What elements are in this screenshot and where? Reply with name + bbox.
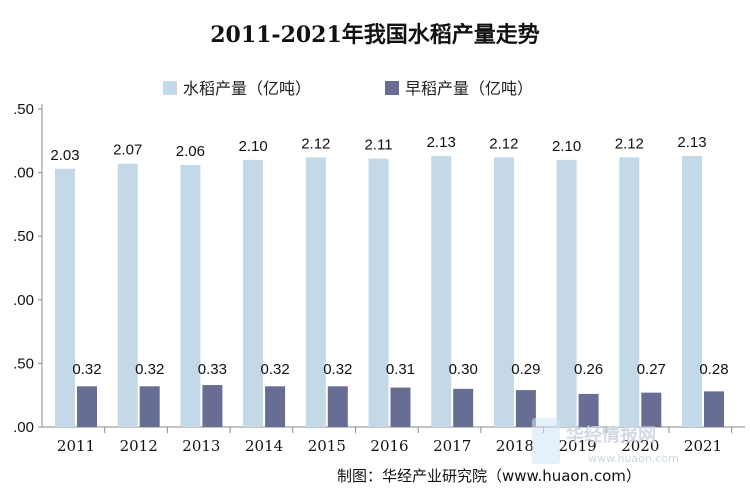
bar-rice-2020 <box>619 157 640 427</box>
data-label-early-rice-2019: 0.26 <box>574 361 603 378</box>
data-label-rice-2015: 2.12 <box>301 135 330 152</box>
bar-early-rice-2018 <box>515 390 536 427</box>
data-label-early-rice-2020: 0.27 <box>637 361 666 378</box>
bar-early-rice-2011 <box>77 386 97 427</box>
bar-early-rice-2012 <box>139 386 160 427</box>
x-tick-label-2020: 2020 <box>621 437 659 455</box>
x-tick-label-2011: 2011 <box>57 437 95 455</box>
data-label-rice-2020: 2.12 <box>615 135 644 152</box>
legend-label-2: 早稻产量（亿吨） <box>405 79 533 98</box>
data-label-early-rice-2012: 0.32 <box>135 361 164 378</box>
data-label-rice-2014: 2.10 <box>238 138 267 155</box>
data-label-rice-2012: 2.07 <box>113 142 142 159</box>
data-label-rice-2011: 2.03 <box>50 147 79 164</box>
data-label-rice-2021: 2.13 <box>677 134 706 151</box>
bar-rice-2013 <box>180 164 201 427</box>
bar-early-rice-2020 <box>641 392 662 427</box>
bar-rice-2016 <box>368 158 389 427</box>
bar-rice-2017 <box>431 156 452 427</box>
x-tick-label-2013: 2013 <box>182 437 220 455</box>
y-tick-label: .50 <box>13 228 34 245</box>
x-tick-label-2016: 2016 <box>370 437 408 455</box>
bar-early-rice-2014 <box>265 386 286 427</box>
legend-swatch-1 <box>163 81 177 95</box>
x-tick-label-2021: 2021 <box>684 437 722 455</box>
bar-early-rice-2013 <box>202 385 223 427</box>
y-tick-label: .50 <box>13 101 34 118</box>
source-note: 制图：华经产业研究院（www.huaon.com） <box>337 467 641 485</box>
legend-label-1: 水稻产量（亿吨） <box>183 79 311 98</box>
watermark-name: 华经情报网 <box>566 424 656 446</box>
data-label-early-rice-2021: 0.28 <box>699 361 728 378</box>
bar-early-rice-2015 <box>327 386 348 427</box>
data-label-early-rice-2011: 0.32 <box>72 361 101 378</box>
bar-rice-2015 <box>305 157 326 427</box>
data-label-early-rice-2018: 0.29 <box>511 361 540 378</box>
bar-rice-2012 <box>117 163 138 428</box>
watermark-logo-mark <box>532 418 560 464</box>
x-tick-label-2018: 2018 <box>496 437 534 455</box>
x-tick-label-2012: 2012 <box>120 437 158 455</box>
bar-early-rice-2017 <box>453 388 474 427</box>
bar-rice-2014 <box>243 159 264 427</box>
y-tick-label: .00 <box>13 419 34 436</box>
data-label-rice-2016: 2.11 <box>364 137 392 154</box>
x-tick-label-2019: 2019 <box>559 437 597 455</box>
x-tick-label-2014: 2014 <box>245 437 283 455</box>
bar-rice-2011 <box>55 168 75 427</box>
data-label-early-rice-2015: 0.32 <box>323 361 352 378</box>
bar-rice-2019 <box>556 159 577 427</box>
x-tick-label-2017: 2017 <box>433 437 471 455</box>
data-label-early-rice-2016: 0.31 <box>386 361 415 378</box>
bar-rice-2018 <box>493 157 514 427</box>
bar-early-rice-2019 <box>578 393 599 427</box>
x-tick-label-2015: 2015 <box>308 437 346 455</box>
data-label-early-rice-2017: 0.30 <box>449 361 478 378</box>
y-tick-label: .50 <box>13 355 34 372</box>
data-label-rice-2017: 2.13 <box>427 134 456 151</box>
data-label-early-rice-2013: 0.33 <box>198 361 227 378</box>
watermark-url: www.huaon.com <box>588 452 679 465</box>
y-tick-label: .00 <box>13 292 34 309</box>
data-label-rice-2013: 2.06 <box>176 143 205 160</box>
data-label-rice-2019: 2.10 <box>552 138 581 155</box>
data-label-early-rice-2014: 0.32 <box>260 361 289 378</box>
legend-swatch-2 <box>385 81 399 95</box>
bar-early-rice-2016 <box>390 387 411 427</box>
bar-early-rice-2021 <box>704 391 724 427</box>
bar-rice-2021 <box>682 156 702 427</box>
data-label-rice-2018: 2.12 <box>489 135 518 152</box>
y-tick-label: .00 <box>13 165 34 182</box>
chart-title: 2011-2021年我国水稻产量走势 <box>210 22 540 48</box>
